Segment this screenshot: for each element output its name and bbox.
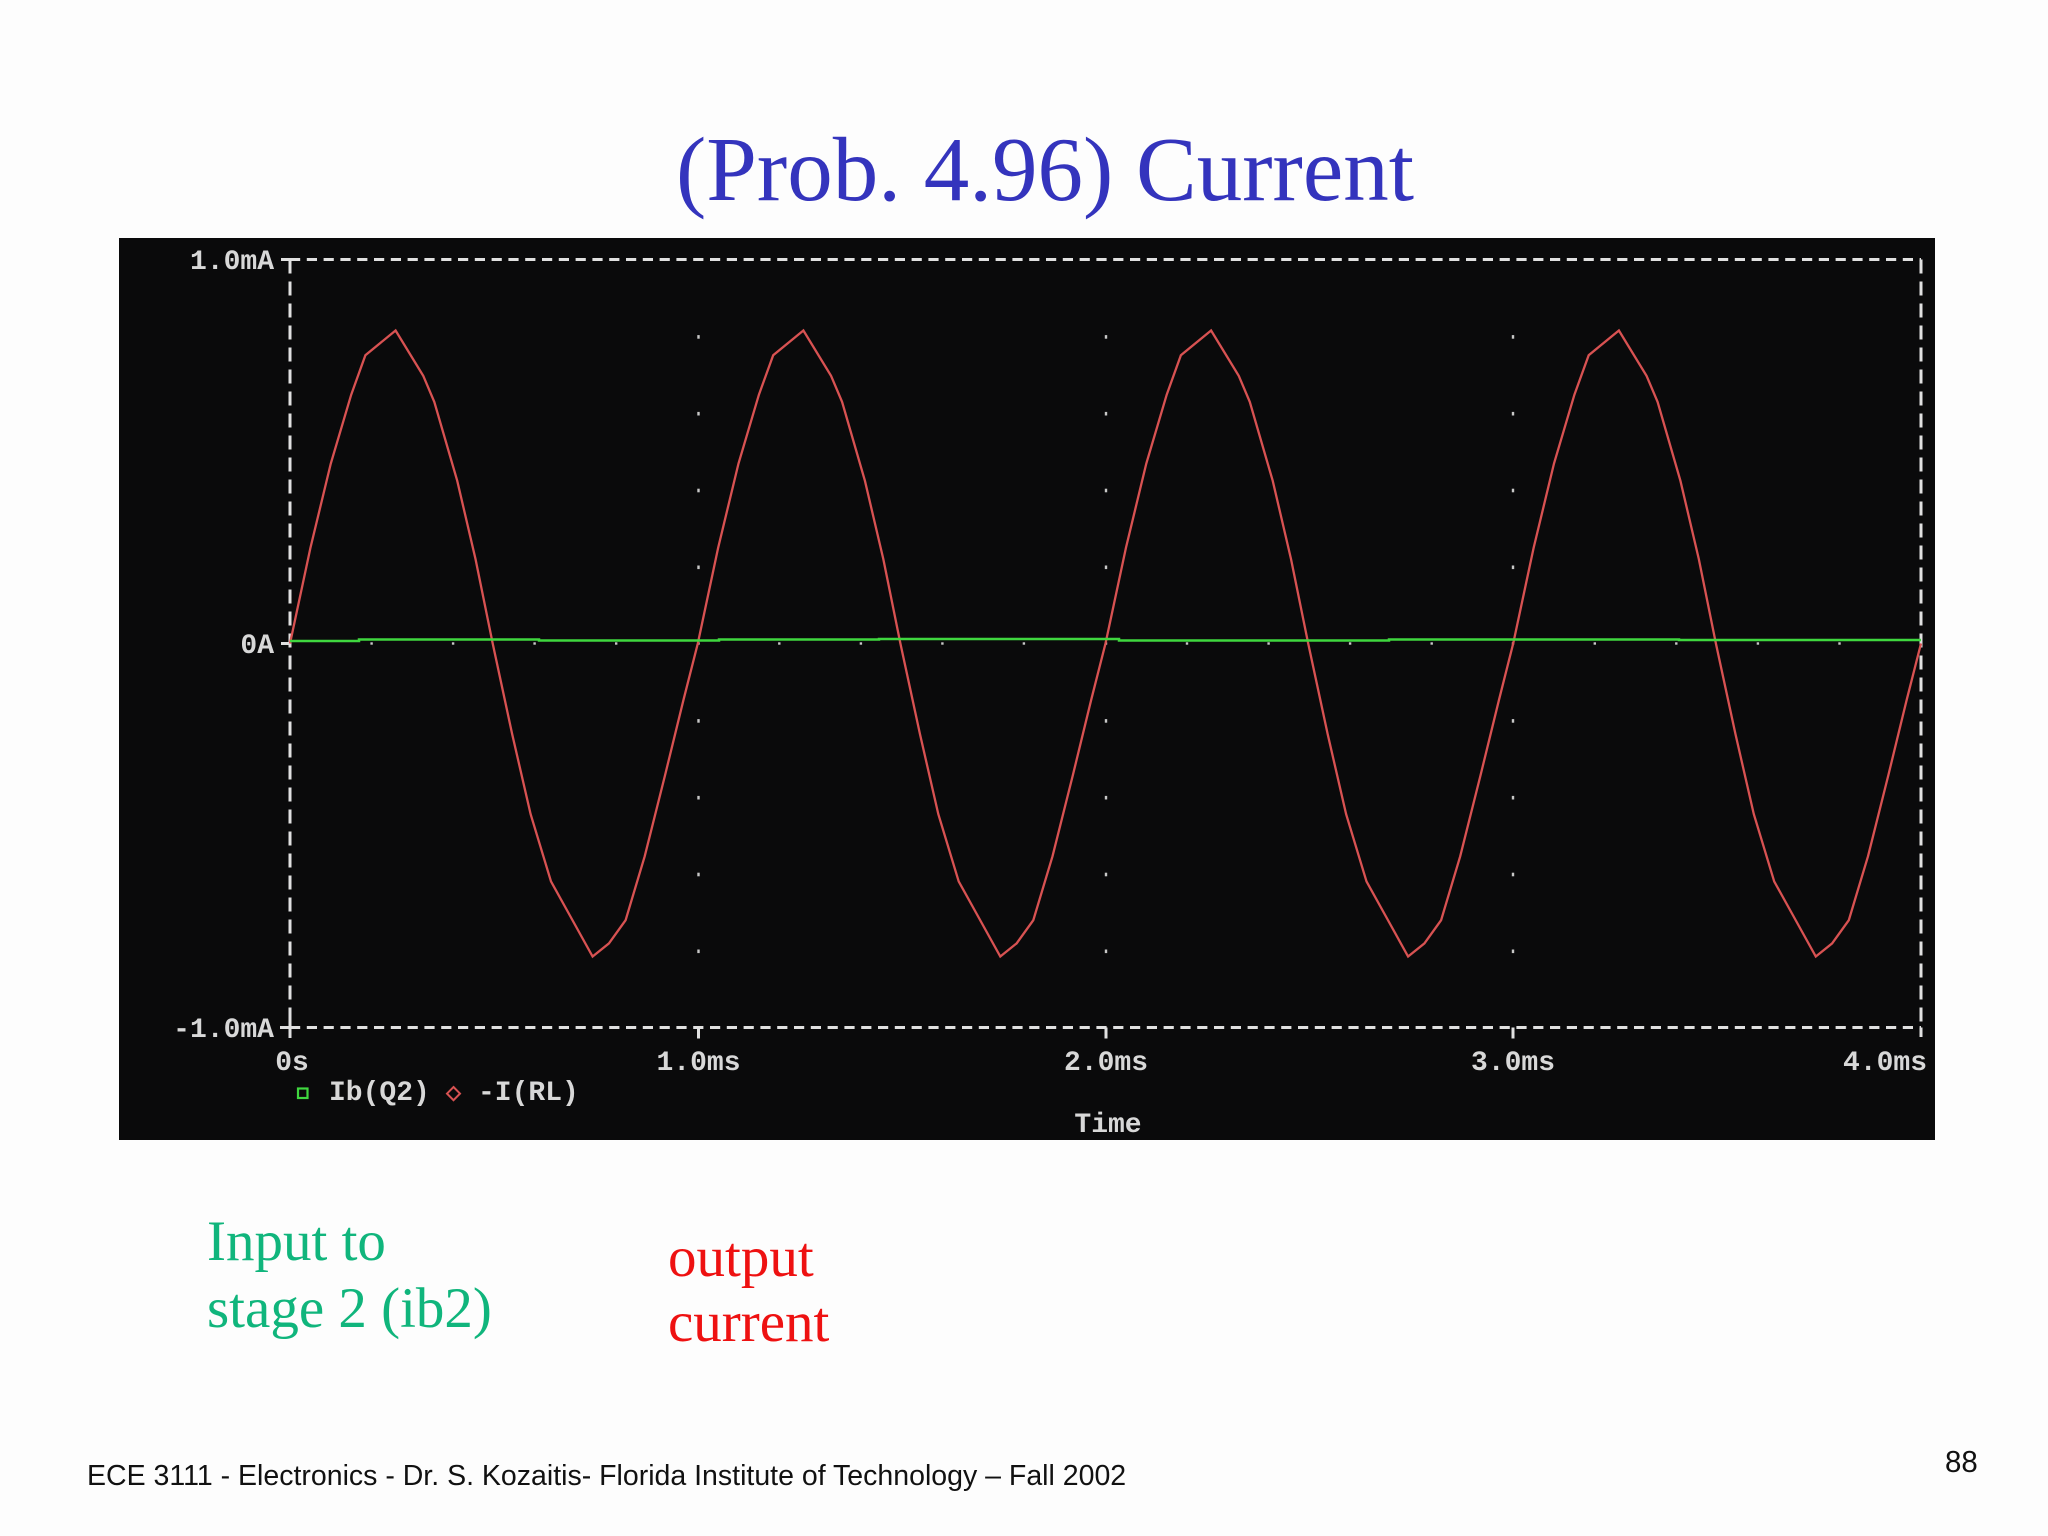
svg-text:0s: 0s: [275, 1048, 309, 1079]
svg-text:-1.0mA: -1.0mA: [173, 1015, 274, 1046]
svg-text:1.0mA: 1.0mA: [190, 247, 274, 278]
svg-text:Ib(Q2): Ib(Q2): [329, 1078, 430, 1109]
svg-text:Time: Time: [1074, 1110, 1141, 1140]
svg-text:2.0ms: 2.0ms: [1064, 1048, 1148, 1079]
svg-text:-I(RL): -I(RL): [478, 1078, 579, 1109]
svg-text:1.0ms: 1.0ms: [656, 1048, 740, 1079]
svg-text:3.0ms: 3.0ms: [1471, 1048, 1555, 1079]
svg-text:4.0ms: 4.0ms: [1843, 1048, 1927, 1079]
svg-text:0A: 0A: [240, 631, 274, 662]
